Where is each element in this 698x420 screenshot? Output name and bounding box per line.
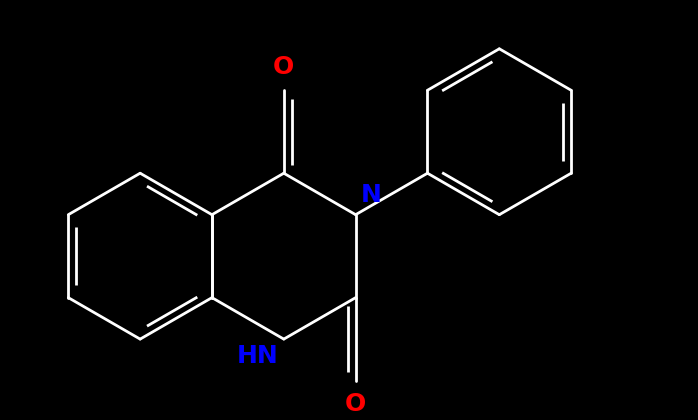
Text: O: O [273, 55, 295, 79]
Text: HN: HN [237, 344, 279, 368]
Text: N: N [361, 183, 381, 207]
Text: O: O [345, 392, 366, 416]
